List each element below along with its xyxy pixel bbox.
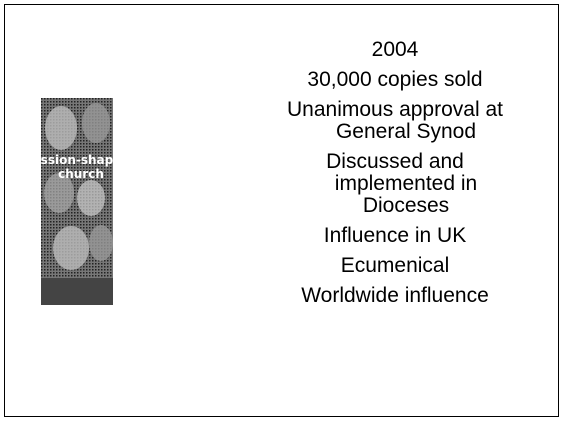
slide: mission-shaped church 2004 30,000 copies …: [4, 4, 559, 417]
bullet-text: Worldwide influence: [230, 285, 560, 307]
bullet-item: 30,000 copies sold: [230, 69, 560, 91]
bullet-text: Ecumenical: [230, 255, 560, 277]
bullet-item: Influence in UK: [230, 225, 560, 247]
bullet-text: 2004: [230, 39, 560, 61]
cover-title: church: [58, 167, 104, 181]
bullet-item: 2004: [230, 39, 560, 61]
bullet-item: Worldwide influence: [230, 285, 560, 307]
bullet-text: implemented in: [230, 173, 560, 195]
bullet-text: 30,000 copies sold: [230, 69, 560, 91]
book-cover: mission-shaped church: [41, 98, 113, 305]
bullet-text: Influence in UK: [230, 225, 560, 247]
page: mission-shaped church 2004 30,000 copies …: [0, 0, 566, 423]
bullet-text: General Synod: [230, 121, 560, 143]
cover-title: mission-shaped: [41, 153, 113, 167]
bullet-text: Unanimous approval at: [230, 99, 560, 121]
bullet-text: Dioceses: [230, 195, 560, 217]
bullet-text: Discussed and: [230, 151, 560, 173]
bullet-item: Ecumenical: [230, 255, 560, 277]
bullet-list: 2004 30,000 copies sold Unanimous approval…: [230, 39, 560, 315]
